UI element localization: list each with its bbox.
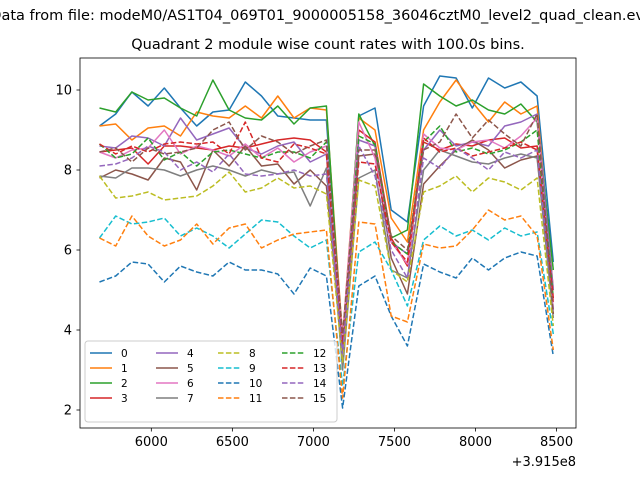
y-axis: 2 4 6 8 10: [55, 84, 80, 419]
series-line-13: [99, 121, 555, 347]
series-line-10: [99, 251, 555, 409]
x-tick-label: 7000: [297, 435, 330, 450]
chart-title: Quadrant 2 module wise count rates with …: [131, 37, 525, 53]
x-tick-label: 7500: [378, 435, 411, 450]
series-line-8: [98, 171, 555, 363]
legend-label-14: 14: [313, 378, 327, 390]
legend-label-1: 1: [121, 363, 128, 375]
series-line-5: [99, 139, 555, 355]
y-tick-label: 2: [64, 404, 72, 419]
x-tick-label: 6500: [216, 435, 249, 450]
y-tick-label: 10: [55, 84, 72, 99]
legend-label-15: 15: [313, 393, 326, 405]
legend-label-8: 8: [249, 348, 256, 360]
legend-label-7: 7: [187, 393, 194, 405]
y-tick-label: 6: [64, 244, 72, 259]
series-layer: [98, 75, 555, 409]
legend-label-2: 2: [121, 378, 128, 390]
x-axis-offset-label: +3.915e8: [512, 455, 576, 470]
series-line-15: [99, 113, 555, 335]
legend-label-3: 3: [121, 393, 128, 405]
legend-label-9: 9: [249, 363, 256, 375]
legend-label-5: 5: [187, 363, 194, 375]
legend-label-6: 6: [187, 378, 194, 390]
legend-label-4: 4: [187, 348, 194, 360]
x-axis: 6000 6500 7000 7500 8000 8500: [135, 428, 573, 450]
legend-label-11: 11: [249, 393, 262, 405]
x-tick-label: 8000: [459, 435, 492, 450]
series-line-14: [99, 145, 555, 355]
legend-label-0: 0: [121, 348, 128, 360]
plot-frame: [79, 57, 577, 429]
series-line-9: [98, 215, 555, 387]
legend-label-13: 13: [313, 363, 326, 375]
x-tick-label: 8500: [540, 435, 573, 450]
series-line-2: [99, 79, 555, 351]
y-tick-label: 4: [64, 324, 72, 339]
figure-suptitle: Data from file: modeM0/AS1T04_069T01_900…: [0, 8, 640, 24]
x-tick-label: 6000: [135, 435, 168, 450]
legend-label-12: 12: [313, 348, 326, 360]
legend-box: [84, 340, 338, 423]
legend-label-10: 10: [249, 378, 262, 390]
y-tick-label: 8: [64, 164, 72, 179]
